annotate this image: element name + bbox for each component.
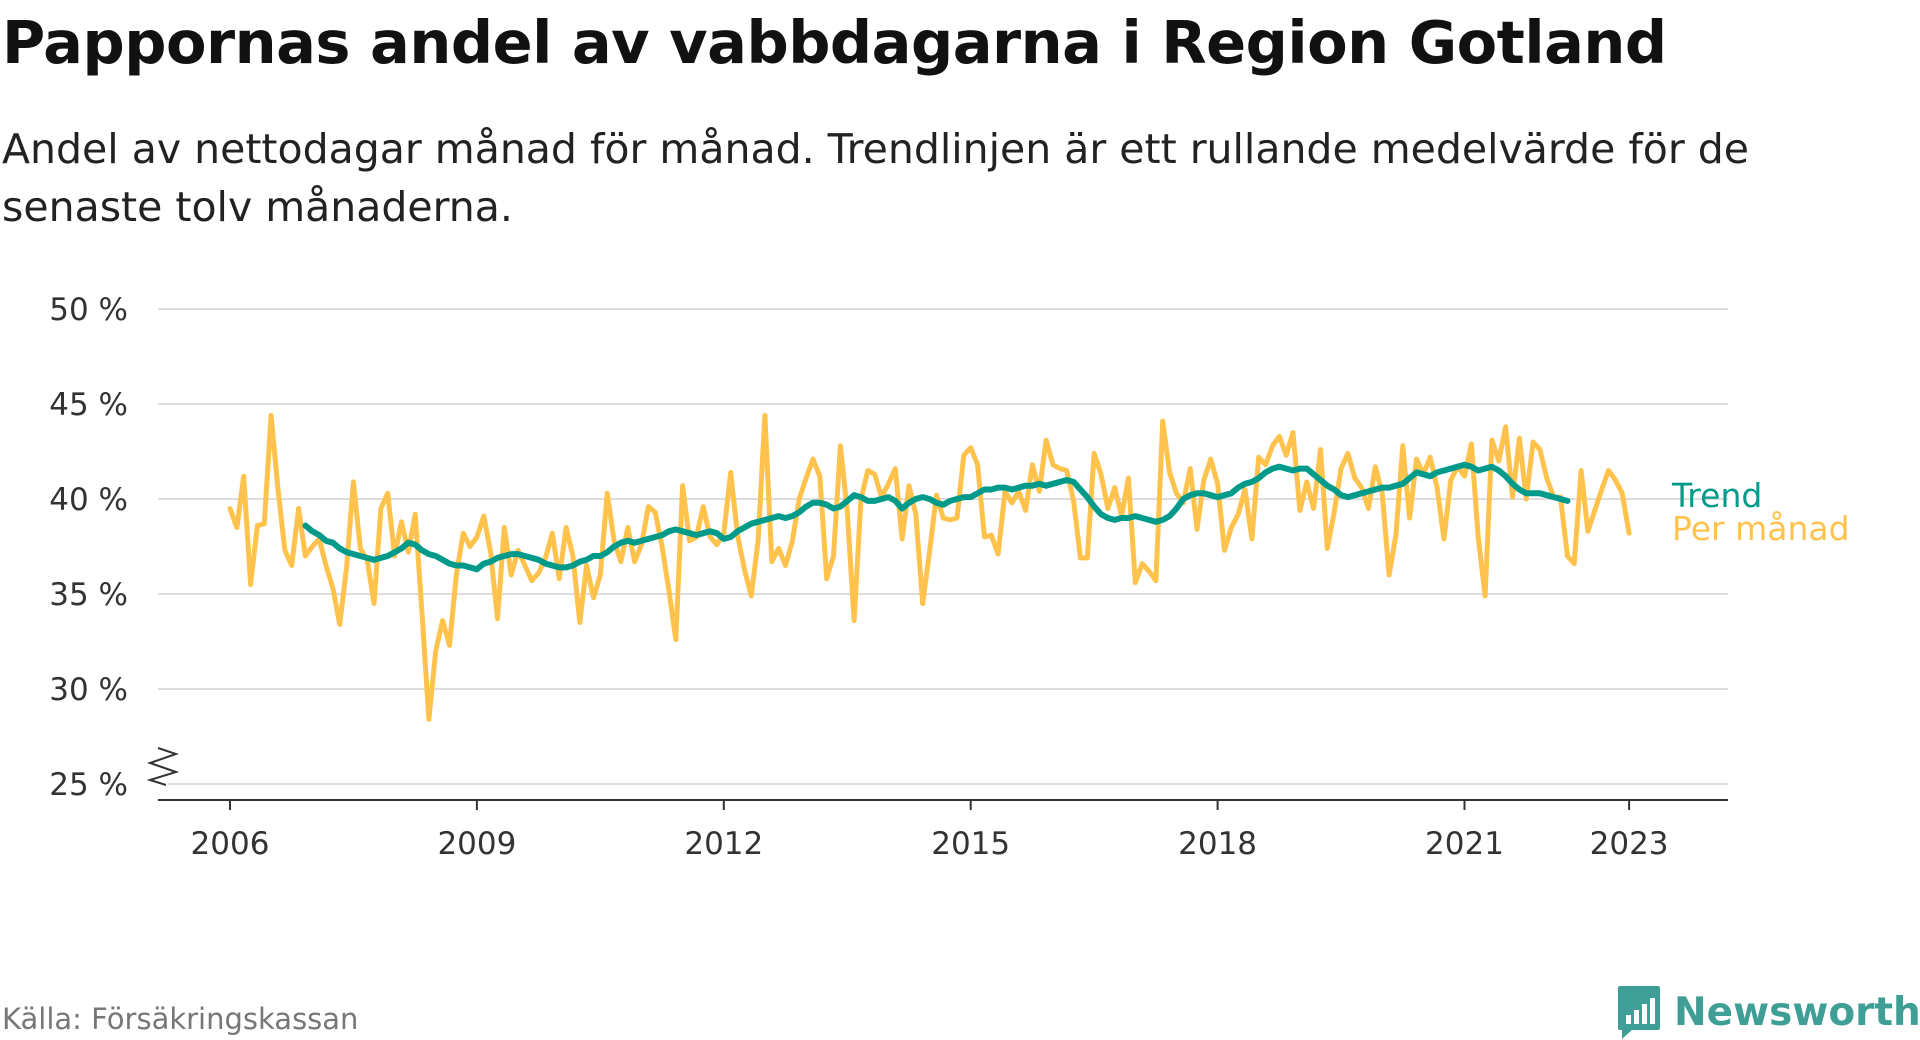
x-tick-label: 2023: [1590, 826, 1669, 862]
axis-break-icon: [146, 747, 180, 786]
legend-label-trend: Trend: [1671, 476, 1762, 515]
x-tick-label: 2012: [684, 826, 763, 862]
y-axis-tick-labels: 25 % 30 % 35 % 40 % 45 % 50 %: [49, 292, 180, 803]
x-tick-label: 2015: [931, 826, 1010, 862]
y-tick-label: 45 %: [49, 387, 128, 423]
chart-subtitle: Andel av nettodagar månad för månad. Tre…: [2, 125, 1749, 231]
x-axis: 2006 2009 2012 2015 2018 2021 2023: [158, 799, 1728, 862]
y-tick-label: 30 %: [49, 672, 128, 708]
x-tick-label: 2021: [1425, 826, 1504, 862]
chart-title: Pappornas andel av vabbdagarna i Region …: [2, 8, 1667, 77]
y-tick-label: 35 %: [49, 577, 128, 613]
source-note: Källa: Försäkringskassan: [2, 1002, 359, 1036]
legend-label-monthly: Per månad: [1672, 509, 1850, 548]
y-tick-label: 50 %: [49, 292, 128, 328]
trend-series-line: [302, 461, 1571, 573]
x-tick-label: 2006: [191, 826, 270, 862]
bar-chart-icon: [1618, 986, 1660, 1039]
x-tick-label: 2018: [1178, 826, 1257, 862]
brand-logo: Newsworthy: [1616, 984, 1920, 1040]
y-tick-label: 25 %: [49, 767, 128, 803]
line-chart: 25 % 30 % 35 % 40 % 45 % 50 % 2006 2009 2012 201…: [49, 292, 1850, 862]
y-tick-label: 40 %: [49, 482, 128, 518]
chart-series: [227, 412, 1632, 722]
x-tick-label: 2009: [437, 826, 516, 862]
brand-name: Newsworthy: [1674, 989, 1920, 1035]
monthly-series-line: [227, 412, 1632, 722]
